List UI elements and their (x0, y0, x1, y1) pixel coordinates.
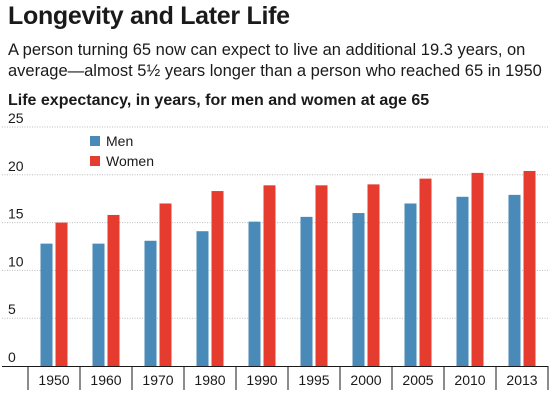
chart-heading: Life expectancy, in years, for men and w… (8, 92, 430, 109)
bar-women-1950 (55, 222, 68, 366)
x-tick-label: 1995 (298, 372, 329, 388)
bar-women-1980 (211, 191, 224, 366)
bar-women-1990 (263, 185, 276, 366)
bar-men-1960 (92, 243, 105, 366)
bar-men-2000 (352, 213, 365, 366)
x-tick-label: 1970 (142, 372, 173, 388)
bar-women-1995 (315, 185, 328, 366)
bar-men-1970 (144, 240, 157, 366)
x-tick-label: 1990 (246, 372, 277, 388)
legend-label-men: Men (106, 133, 133, 149)
bar-men-1980 (196, 231, 209, 366)
legend-label-women: Women (106, 153, 154, 169)
legend-swatch-women (90, 156, 100, 166)
y-tick-label: 5 (8, 301, 16, 317)
bar-women-1960 (107, 214, 120, 366)
y-tick-label: 0 (8, 349, 16, 365)
bar-women-2010 (471, 172, 484, 366)
y-tick-label: 15 (8, 206, 24, 222)
y-tick-label: 25 (8, 110, 24, 126)
subtitle-line-1: A person turning 65 now can expect to li… (8, 41, 526, 59)
subtitle-line-2: average—almost 5½ years longer than a pe… (8, 62, 542, 80)
bar-women-1970 (159, 203, 172, 366)
chart-subtitle: A person turning 65 now can expect to li… (8, 40, 548, 82)
y-tick-label: 10 (8, 253, 24, 269)
x-tick-label: 2013 (506, 372, 537, 388)
bar-men-1995 (300, 216, 313, 366)
bar-men-1990 (248, 221, 261, 366)
x-tick-label: 2005 (402, 372, 433, 388)
y-tick-label: 20 (8, 158, 24, 174)
x-tick-label: 2010 (454, 372, 485, 388)
bar-women-2000 (367, 184, 380, 366)
bar-men-2013 (508, 194, 521, 366)
bar-men-2010 (456, 196, 469, 366)
bar-women-2005 (419, 178, 432, 366)
bar-men-2005 (404, 203, 417, 366)
chart-title: Longevity and Later Life (8, 2, 290, 30)
bar-women-2013 (523, 170, 536, 366)
x-tick-label: 2000 (350, 372, 381, 388)
bar-men-1950 (40, 243, 53, 366)
legend-swatch-men (90, 136, 100, 146)
x-tick-label: 1960 (90, 372, 121, 388)
x-tick-label: 1980 (194, 372, 225, 388)
x-tick-label: 1950 (38, 372, 69, 388)
